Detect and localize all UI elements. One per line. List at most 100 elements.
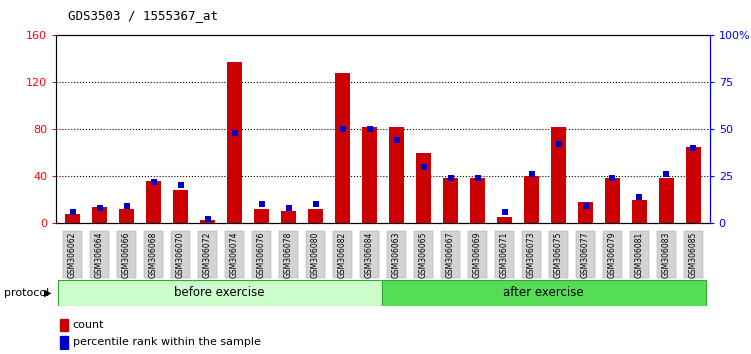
Text: protocol: protocol [4,288,49,298]
FancyBboxPatch shape [382,280,706,306]
Point [147,179,159,184]
Bar [173,190,188,223]
Bar [659,178,674,223]
Bar [146,181,161,223]
Bar [281,211,296,223]
Text: GSM306069: GSM306069 [473,231,482,278]
FancyBboxPatch shape [279,231,298,278]
FancyBboxPatch shape [90,231,109,278]
Bar [632,200,647,223]
FancyBboxPatch shape [58,280,382,306]
Bar [200,219,215,223]
Text: GSM306079: GSM306079 [608,231,617,278]
Point [526,171,538,177]
Text: GSM306078: GSM306078 [284,232,293,278]
Text: GSM306075: GSM306075 [554,231,563,278]
Text: GSM306071: GSM306071 [500,232,509,278]
Text: GSM306073: GSM306073 [527,231,536,278]
Text: GSM306081: GSM306081 [635,232,644,278]
Bar [362,127,377,223]
Bar [578,202,593,223]
Text: percentile rank within the sample: percentile rank within the sample [73,337,261,348]
Bar [308,209,323,223]
FancyBboxPatch shape [603,231,623,278]
FancyBboxPatch shape [225,231,244,278]
Text: GSM306063: GSM306063 [392,231,401,278]
Text: GSM306066: GSM306066 [122,231,131,278]
Text: GSM306082: GSM306082 [338,232,347,278]
Text: GSM306076: GSM306076 [257,231,266,278]
Point [282,205,294,211]
FancyBboxPatch shape [441,231,460,278]
Text: GDS3503 / 1555367_at: GDS3503 / 1555367_at [68,9,218,22]
Text: GSM306074: GSM306074 [230,231,239,278]
Point [94,205,106,211]
Point [255,201,267,207]
Text: GSM306068: GSM306068 [149,232,158,278]
Bar [551,127,566,223]
Point [336,126,348,132]
Bar [254,209,269,223]
FancyBboxPatch shape [468,231,487,278]
FancyBboxPatch shape [252,231,271,278]
Point [553,141,565,147]
FancyBboxPatch shape [306,231,325,278]
Bar [497,217,512,223]
Point [67,209,79,215]
FancyBboxPatch shape [333,231,352,278]
Bar [416,153,431,223]
Point [228,130,240,136]
Bar [59,319,68,331]
Text: GSM306067: GSM306067 [446,231,455,278]
Bar [92,207,107,223]
Point [201,216,213,222]
Text: GSM306083: GSM306083 [662,232,671,278]
Point [687,145,699,151]
FancyBboxPatch shape [170,231,190,278]
FancyBboxPatch shape [63,231,83,278]
Bar [335,73,350,223]
Bar [443,178,458,223]
Bar [65,214,80,223]
FancyBboxPatch shape [683,231,703,278]
Text: GSM306077: GSM306077 [581,231,590,278]
FancyBboxPatch shape [657,231,676,278]
Point [634,194,646,200]
FancyBboxPatch shape [414,231,433,278]
FancyBboxPatch shape [117,231,136,278]
Text: GSM306062: GSM306062 [68,232,77,278]
FancyBboxPatch shape [522,231,541,278]
Bar [59,336,68,349]
Bar [470,178,485,223]
FancyBboxPatch shape [198,231,217,278]
Point [580,203,592,209]
Text: GSM306064: GSM306064 [95,231,104,278]
Point [391,138,403,143]
Point [472,175,484,181]
Point [499,209,511,215]
Point [660,171,672,177]
Bar [119,209,134,223]
Point [607,175,619,181]
Point [174,183,186,188]
Text: GSM306084: GSM306084 [365,232,374,278]
FancyBboxPatch shape [630,231,649,278]
FancyBboxPatch shape [495,231,514,278]
Text: after exercise: after exercise [503,286,584,299]
Point [418,164,430,170]
Point [309,201,321,207]
Text: before exercise: before exercise [174,286,265,299]
Point [363,126,376,132]
Text: GSM306085: GSM306085 [689,232,698,278]
Point [120,203,132,209]
Bar [686,147,701,223]
FancyBboxPatch shape [576,231,596,278]
Text: GSM306065: GSM306065 [419,231,428,278]
FancyBboxPatch shape [549,231,569,278]
Text: GSM306072: GSM306072 [203,232,212,278]
FancyBboxPatch shape [387,231,406,278]
Bar [605,178,620,223]
FancyBboxPatch shape [143,231,163,278]
Bar [389,127,404,223]
Text: ▶: ▶ [44,288,51,298]
